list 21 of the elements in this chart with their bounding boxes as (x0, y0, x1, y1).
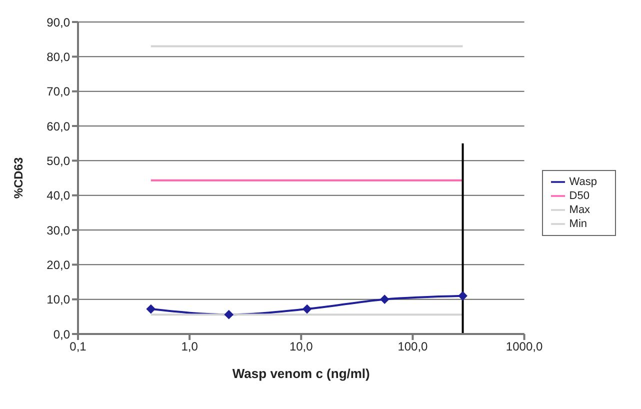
y-tick-label: 30,0 (46, 223, 70, 238)
x-axis-title: Wasp venom c (ng/ml) (232, 366, 370, 381)
y-tick-label: 80,0 (46, 50, 70, 64)
x-tick-label: 100,0 (398, 340, 428, 354)
legend-label: Wasp (569, 176, 597, 188)
y-tick-label: 0,0 (53, 327, 70, 342)
x-tick-label: 10,0 (289, 340, 314, 354)
y-tick-label: 10,0 (46, 292, 70, 307)
x-tick-label: 0,1 (70, 340, 87, 354)
legend-label: Max (569, 204, 590, 216)
legend-label: D50 (569, 190, 590, 202)
y-tick-label: 60,0 (46, 119, 70, 134)
y-axis-title: %CD63 (11, 157, 26, 199)
legend-label: Min (569, 218, 588, 230)
y-tick-label: 50,0 (46, 154, 70, 168)
y-tick-label: 70,0 (46, 84, 70, 99)
x-tick-label: 1,0 (181, 340, 198, 354)
x-tick-label: 1000,0 (506, 340, 543, 354)
y-tick-label: 20,0 (46, 258, 70, 272)
y-tick-label: 40,0 (46, 188, 70, 203)
y-tick-label: 90,0 (46, 15, 70, 30)
